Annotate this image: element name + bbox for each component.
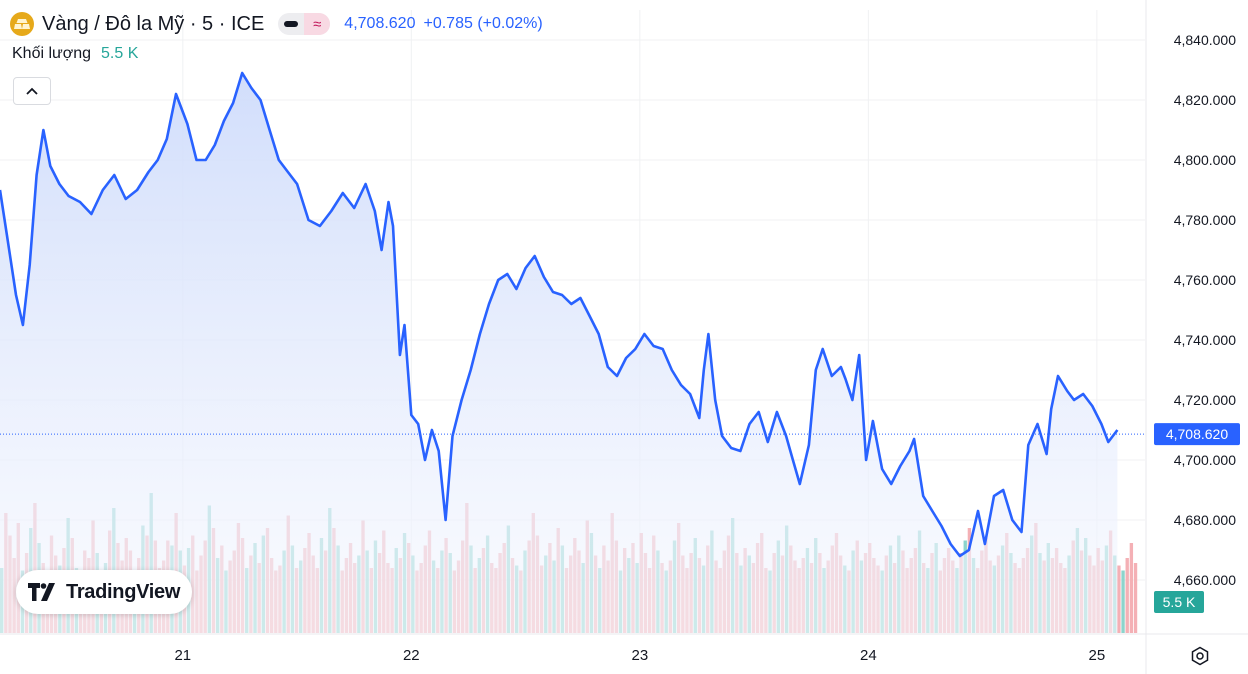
bars-style-icon[interactable]: [278, 13, 304, 35]
volume-tag-label: 5.5 K: [1163, 594, 1196, 610]
chart-mode-toggle[interactable]: ≈: [278, 13, 331, 35]
volume-value-tag: 5.5 K: [1154, 591, 1204, 613]
y-tick-label: 4,720.000: [1174, 392, 1236, 408]
x-tick-label: 21: [174, 647, 191, 664]
y-tick-label: 4,660.000: [1174, 572, 1236, 588]
symbol-header: Vàng / Đô la Mỹ · 5 · ICE ≈ 4,708.620 +0…: [10, 10, 543, 38]
y-tick-label: 4,760.000: [1174, 272, 1236, 288]
y-tick-label: 4,840.000: [1174, 32, 1236, 48]
x-tick-label: 22: [403, 647, 420, 664]
x-tick-label: 25: [1089, 647, 1106, 664]
price-area-fill: [0, 73, 1118, 633]
gold-bars-icon[interactable]: [10, 12, 34, 36]
last-price-label: 4,708.620: [1166, 426, 1228, 442]
settings-icon[interactable]: [1188, 644, 1212, 668]
last-price: 4,708.620: [344, 15, 416, 32]
approx-icon[interactable]: ≈: [304, 13, 331, 35]
volume-bar: [1133, 563, 1138, 633]
y-tick-label: 4,800.000: [1174, 152, 1236, 168]
y-tick-label: 4,700.000: [1174, 452, 1236, 468]
y-tick-label: 4,680.000: [1174, 512, 1236, 528]
volume-value: 5.5 K: [101, 45, 139, 62]
last-price-tag: 4,708.620: [1154, 423, 1240, 446]
y-tick-label: 4,780.000: [1174, 212, 1236, 228]
tradingview-badge[interactable]: TradingView: [16, 570, 192, 614]
volume-bar: [1129, 543, 1134, 633]
price-change: +0.785 (+0.02%): [423, 15, 543, 32]
x-tick-label: 24: [860, 647, 877, 664]
volume-label: Khối lượng: [12, 45, 92, 62]
price-line: [0, 71, 1119, 558]
x-tick-label: 23: [631, 647, 648, 664]
collapse-legend-button[interactable]: [13, 77, 51, 105]
tradingview-text: TradingView: [66, 580, 181, 603]
price-axis[interactable]: 4,840.000 4,820.000 4,800.000 4,780.000 4,76…: [1174, 32, 1236, 588]
symbol-title[interactable]: Vàng / Đô la Mỹ · 5 · ICE: [42, 12, 265, 35]
y-tick-label: 4,820.000: [1174, 92, 1236, 108]
time-axis[interactable]: 21 22 23 24 25: [174, 647, 1105, 664]
volume-bar: [1121, 570, 1125, 633]
tradingview-logo-icon: [28, 583, 55, 601]
y-tick-label: 4,740.000: [1174, 332, 1236, 348]
volume-bar: [1125, 558, 1129, 633]
volume-bar: [1117, 565, 1121, 633]
chevron-up-icon: [26, 87, 38, 95]
volume-legend: Khối lượng 5.5 K: [12, 45, 138, 63]
